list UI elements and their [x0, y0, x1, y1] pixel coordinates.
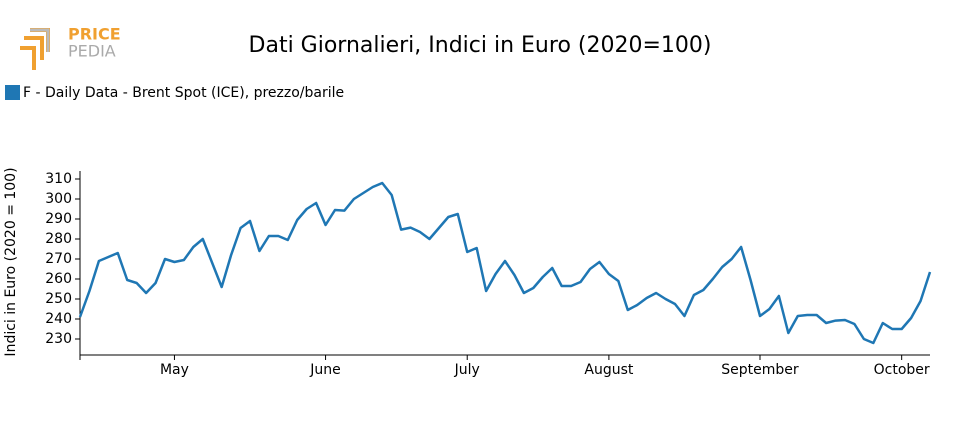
x-tick-label: June — [309, 362, 341, 378]
logo-text: PEDIA — [68, 42, 116, 61]
y-tick-label: 270 — [45, 251, 72, 267]
x-tick-label: August — [584, 362, 634, 378]
x-tick-label: October — [874, 362, 930, 378]
logo-text: PRICE — [68, 25, 121, 44]
y-axis-title: Indici in Euro (2020 = 100) — [3, 167, 19, 356]
y-tick-label: 240 — [45, 311, 72, 327]
x-tick-label: July — [454, 362, 480, 378]
legend-swatch — [5, 85, 20, 100]
x-tick-label: May — [160, 362, 189, 378]
y-tick-label: 290 — [45, 211, 72, 227]
chart-title: Dati Giornalieri, Indici in Euro (2020=1… — [249, 33, 712, 58]
series-line — [78, 181, 932, 345]
y-tick-label: 250 — [45, 291, 72, 307]
logo-icon-gray — [30, 28, 50, 52]
logo: PRICE PEDIA — [20, 25, 121, 70]
y-tick-label: 280 — [45, 231, 72, 247]
y-tick-label: 300 — [45, 191, 72, 207]
x-tick-label: September — [721, 362, 799, 378]
logo-icon — [20, 28, 50, 70]
legend-label: F - Daily Data - Brent Spot (ICE), prezz… — [23, 85, 344, 101]
y-tick-label: 230 — [45, 331, 72, 347]
y-tick-label: 260 — [45, 271, 72, 287]
y-tick-label: 310 — [45, 171, 72, 187]
